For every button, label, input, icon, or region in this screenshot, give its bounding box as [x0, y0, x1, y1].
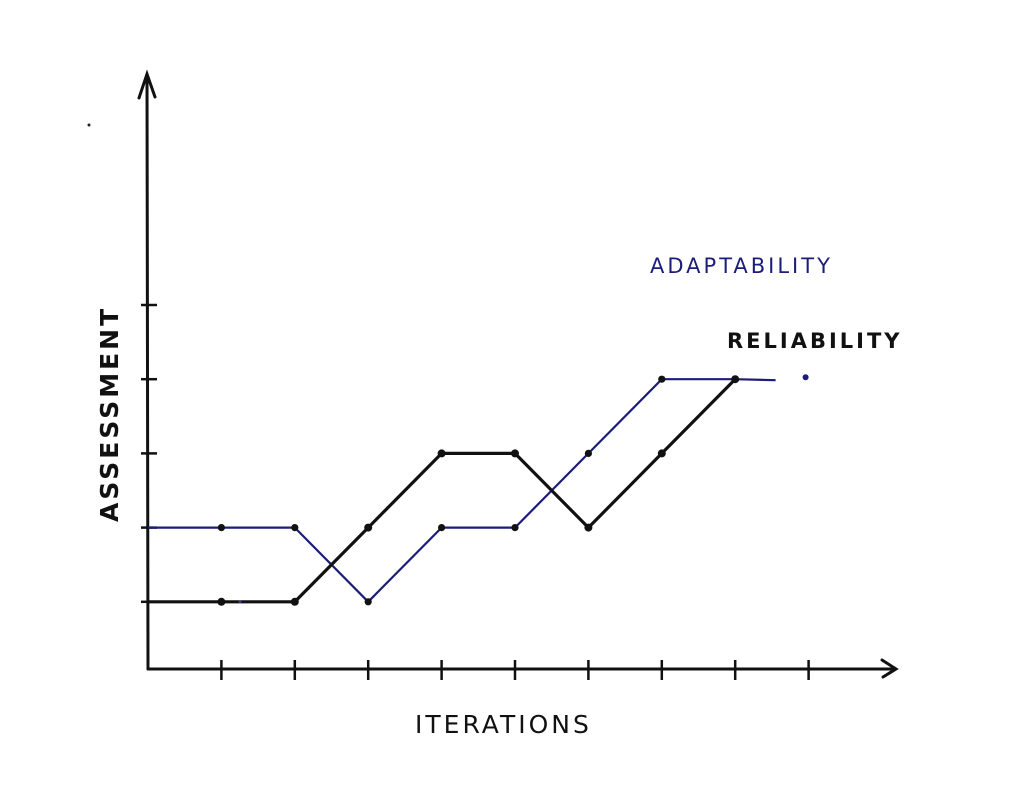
data-point [291, 524, 299, 532]
data-point [511, 449, 519, 458]
adaptability-points [217, 374, 809, 606]
data-point [658, 375, 666, 383]
data-point [217, 524, 225, 532]
x-axis-ticks [220, 660, 810, 680]
speck [238, 600, 242, 604]
data-point [364, 598, 372, 606]
data-point [584, 449, 593, 457]
x-axis-label: ITERATIONS [415, 710, 592, 739]
y-axis-arrow-icon [137, 69, 157, 100]
speck [87, 123, 91, 127]
x-axis-arrow-icon [880, 658, 899, 679]
data-point [364, 523, 373, 532]
data-point [290, 597, 299, 606]
y-axis-label: ASSESSMENT [95, 306, 124, 522]
data-point [657, 449, 666, 458]
reliability-points [217, 375, 740, 606]
reliability-line [148, 378, 737, 604]
data-point [584, 523, 593, 532]
adaptability-label: ADAPTABILITY [650, 254, 833, 278]
axes [137, 69, 899, 679]
data-point [217, 597, 226, 606]
adaptability-line [148, 378, 776, 603]
data-point [437, 449, 446, 458]
data-point [731, 375, 740, 384]
data-point [802, 374, 809, 381]
data-point [438, 524, 446, 532]
data-point [511, 524, 519, 532]
y-axis [145, 73, 150, 671]
reliability-label: RELIABILITY [727, 329, 903, 353]
